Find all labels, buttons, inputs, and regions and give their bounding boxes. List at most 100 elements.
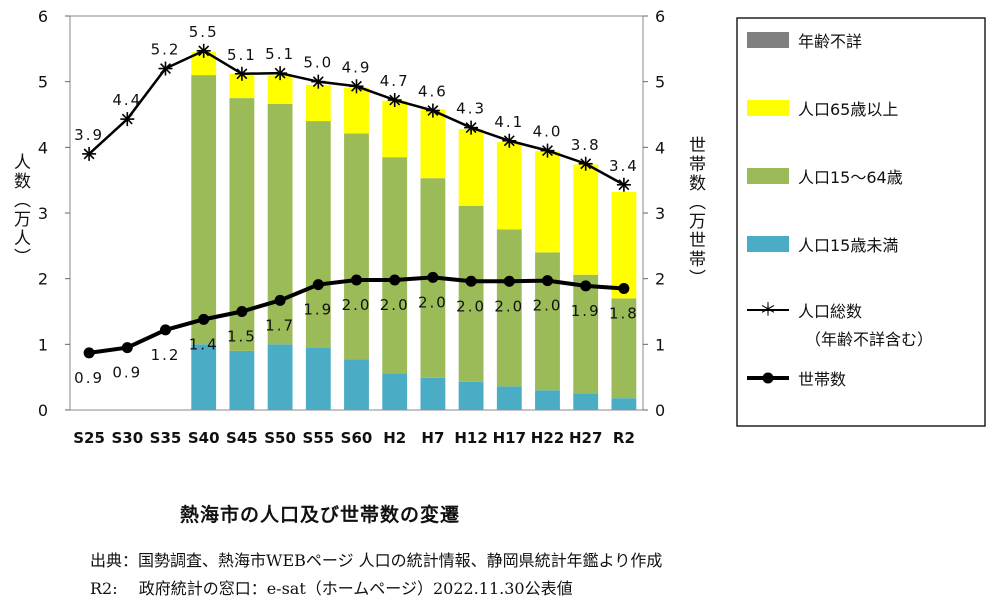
total-population-label: 4.3 bbox=[456, 100, 486, 118]
bar-segment bbox=[611, 298, 637, 399]
households-label: 2.0 bbox=[456, 297, 486, 315]
y-tick-label-right: 2 bbox=[655, 270, 665, 289]
households-label: 2.0 bbox=[494, 297, 524, 315]
households-label: 1.2 bbox=[151, 346, 181, 364]
bar-segment bbox=[191, 344, 217, 410]
bar-segment bbox=[573, 164, 599, 275]
x-tick-label: S60 bbox=[341, 429, 373, 447]
y-tick-label-left: 5 bbox=[38, 73, 48, 92]
y-tick-label-left: 6 bbox=[38, 7, 48, 26]
total-population-point bbox=[616, 177, 631, 192]
bar-segment bbox=[458, 128, 484, 206]
households-point bbox=[580, 280, 592, 292]
x-tick-label: S35 bbox=[150, 429, 182, 447]
total-population-label: 4.7 bbox=[380, 72, 410, 90]
bar-segment bbox=[420, 109, 446, 179]
households-label: 1.4 bbox=[189, 335, 219, 353]
source-line-1: 出典：国勢調査、熱海市WEBページ 人口の統計情報、静岡県統計年鑑より作成 bbox=[90, 551, 663, 570]
y-axis-title-right: 世帯数（万世帯） bbox=[685, 136, 706, 288]
households-point bbox=[236, 306, 248, 317]
households-point bbox=[160, 324, 171, 336]
total-population-label: 3.4 bbox=[609, 157, 639, 175]
legend-label: 人口15歳未満 bbox=[798, 236, 898, 255]
total-population-label: 4.9 bbox=[342, 58, 372, 76]
legend-swatch bbox=[747, 32, 789, 48]
total-population-label: 5.5 bbox=[189, 23, 219, 41]
chart-caption: 熱海市の人口及び世帯数の変遷 bbox=[180, 504, 461, 526]
y-tick-label-right: 6 bbox=[655, 7, 665, 26]
legend-households-marker bbox=[762, 372, 774, 384]
bar-segment bbox=[382, 157, 408, 374]
y-tick-label-right: 1 bbox=[655, 335, 665, 354]
households-label: 1.7 bbox=[265, 316, 295, 334]
x-tick-label: S40 bbox=[188, 429, 220, 447]
total-population-point bbox=[349, 79, 364, 94]
total-population-label: 3.9 bbox=[74, 126, 104, 144]
bar-segment bbox=[305, 347, 331, 410]
bar-segment bbox=[573, 393, 599, 410]
bar-segment bbox=[496, 229, 522, 387]
bar-segment bbox=[344, 87, 369, 134]
bar-segment bbox=[267, 344, 293, 410]
y-tick-label-right: 5 bbox=[655, 73, 665, 92]
bar-segment bbox=[535, 252, 560, 391]
bar-segment bbox=[229, 350, 255, 410]
bar-segment bbox=[611, 398, 637, 410]
households-point bbox=[121, 342, 133, 354]
legend-total-marker: ＊ bbox=[759, 300, 777, 321]
households-label: 1.9 bbox=[303, 301, 333, 319]
households-point bbox=[83, 347, 95, 359]
total-population-point bbox=[502, 133, 517, 148]
households-point bbox=[389, 274, 401, 286]
households-point bbox=[274, 294, 286, 306]
bar-segment bbox=[573, 274, 599, 394]
y-tick-label-right: 3 bbox=[655, 204, 665, 223]
legend-label: 人口15～64歳 bbox=[798, 168, 903, 187]
legend-label: 世帯数 bbox=[798, 370, 846, 389]
households-label: 1.8 bbox=[609, 305, 639, 323]
bar-segment bbox=[496, 142, 522, 230]
y-tick-label-left: 4 bbox=[38, 138, 48, 157]
legend-swatch bbox=[747, 168, 789, 184]
y-axis-title-left: 人数（万人） bbox=[10, 153, 31, 267]
x-tick-label: H7 bbox=[421, 429, 444, 447]
x-tick-label: S55 bbox=[302, 429, 334, 447]
households-point bbox=[198, 313, 210, 325]
x-tick-label: S45 bbox=[226, 429, 258, 447]
total-population-point bbox=[196, 43, 211, 58]
bar-segment bbox=[420, 377, 446, 410]
bar-segment bbox=[191, 75, 217, 345]
x-tick-label: R2 bbox=[613, 429, 635, 447]
bar-segment bbox=[382, 100, 408, 158]
y-tick-label-left: 3 bbox=[38, 204, 48, 223]
total-population-label: 4.1 bbox=[494, 113, 524, 131]
y-tick-label-right: 4 bbox=[655, 138, 665, 157]
bar-segment bbox=[611, 191, 637, 299]
legend-label: 人口総数 bbox=[798, 302, 862, 321]
legend-label: 年齢不詳 bbox=[798, 32, 862, 51]
households-point bbox=[312, 279, 324, 291]
households-label: 2.0 bbox=[533, 297, 563, 315]
legend-label: （年齢不詳含む） bbox=[805, 330, 933, 349]
households-label: 2.0 bbox=[418, 293, 448, 311]
bar-segment bbox=[382, 373, 408, 410]
bar-segment bbox=[344, 359, 369, 410]
bar-segment bbox=[344, 133, 369, 360]
x-tick-label: S30 bbox=[111, 429, 143, 447]
total-population-label: 5.1 bbox=[227, 46, 257, 64]
total-population-point bbox=[234, 66, 249, 81]
households-label: 1.5 bbox=[227, 328, 257, 346]
legend-box bbox=[736, 17, 986, 427]
total-population-point bbox=[387, 93, 402, 108]
total-population-point bbox=[120, 112, 135, 127]
total-population-label: 5.0 bbox=[303, 54, 333, 72]
households-point bbox=[351, 274, 362, 286]
bar-segment bbox=[267, 103, 293, 345]
y-tick-label-left: 0 bbox=[38, 401, 48, 420]
total-population-point bbox=[82, 146, 97, 161]
source-line-2: R2: 政府統計の窓口：e-sat（ホームページ）2022.11.30公表値 bbox=[90, 579, 573, 598]
x-tick-label: H12 bbox=[454, 429, 487, 447]
bar-segment bbox=[458, 205, 484, 382]
bar-segment bbox=[305, 121, 331, 348]
